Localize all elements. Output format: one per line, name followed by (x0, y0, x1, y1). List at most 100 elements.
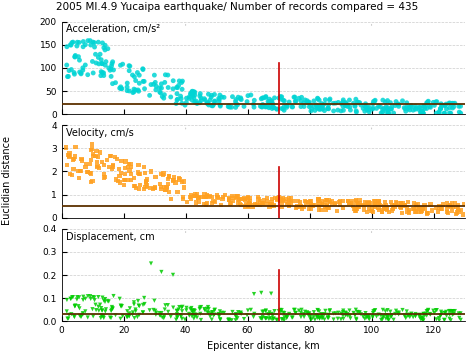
Point (165, 189, 173, 195)
Point (175, 304, 183, 310)
Point (64, 316, 72, 321)
Point (270, 104, 277, 110)
Point (102, 306, 110, 312)
Point (177, 314, 185, 319)
Point (323, 197, 331, 203)
Point (100, 298, 108, 304)
Point (117, 170, 125, 176)
Point (63, 297, 71, 303)
Point (339, 205, 347, 211)
Point (99, 295, 106, 300)
Point (318, 106, 326, 112)
Point (273, 196, 281, 202)
Point (307, 108, 315, 114)
Point (228, 317, 236, 323)
Point (208, 309, 216, 315)
Point (449, 100, 457, 106)
Point (422, 311, 429, 317)
Point (344, 198, 351, 204)
Point (412, 106, 419, 112)
Point (318, 201, 326, 207)
Point (208, 317, 216, 322)
Point (290, 94, 298, 100)
Text: Displacement, cm: Displacement, cm (65, 232, 154, 242)
Point (423, 211, 431, 217)
Point (243, 201, 250, 206)
Point (127, 171, 135, 177)
Point (304, 199, 312, 205)
Point (208, 92, 216, 98)
Point (385, 209, 393, 215)
Point (366, 201, 374, 206)
Point (276, 198, 284, 204)
Point (262, 316, 269, 322)
Point (316, 196, 323, 202)
Point (292, 310, 299, 316)
Point (191, 90, 199, 95)
Point (346, 104, 354, 110)
Point (173, 308, 181, 314)
Point (319, 105, 327, 111)
Point (84, 169, 91, 175)
Point (352, 208, 360, 214)
Point (274, 196, 282, 201)
Point (179, 304, 186, 310)
Point (332, 310, 339, 316)
Point (109, 164, 117, 169)
Point (428, 208, 436, 213)
Point (419, 311, 427, 317)
Point (309, 202, 317, 208)
Point (417, 206, 424, 212)
Point (162, 72, 169, 78)
Point (350, 100, 357, 106)
Point (416, 312, 423, 318)
Point (449, 308, 457, 314)
Point (150, 81, 157, 87)
Point (232, 317, 239, 323)
Point (417, 110, 424, 116)
Point (373, 105, 380, 111)
Point (379, 109, 386, 115)
Point (187, 306, 194, 312)
Point (256, 202, 264, 208)
Point (118, 158, 125, 164)
Point (379, 316, 386, 322)
Point (197, 317, 205, 323)
Point (419, 110, 427, 116)
Point (279, 195, 287, 201)
Point (447, 101, 455, 107)
Point (346, 97, 353, 103)
Point (263, 195, 271, 201)
Point (262, 308, 270, 314)
Point (101, 174, 109, 179)
Point (275, 308, 283, 314)
Point (112, 177, 120, 182)
Point (383, 106, 391, 112)
Point (173, 308, 181, 314)
Point (160, 315, 167, 321)
Point (62, 145, 70, 151)
Point (425, 98, 432, 104)
Point (196, 311, 204, 317)
Point (268, 98, 276, 104)
Point (308, 316, 316, 321)
Point (173, 101, 180, 106)
Point (260, 309, 267, 314)
Point (265, 312, 273, 318)
Point (283, 314, 291, 319)
Point (237, 97, 245, 103)
Point (408, 311, 415, 317)
Point (307, 103, 314, 109)
Point (387, 100, 394, 105)
Point (325, 312, 332, 318)
Point (130, 299, 138, 305)
Point (371, 204, 379, 209)
Point (443, 200, 451, 205)
Point (339, 103, 347, 109)
Point (73, 39, 81, 45)
Point (260, 197, 268, 203)
Point (342, 103, 349, 109)
Point (438, 310, 446, 316)
Point (90, 313, 97, 319)
Point (304, 311, 311, 317)
